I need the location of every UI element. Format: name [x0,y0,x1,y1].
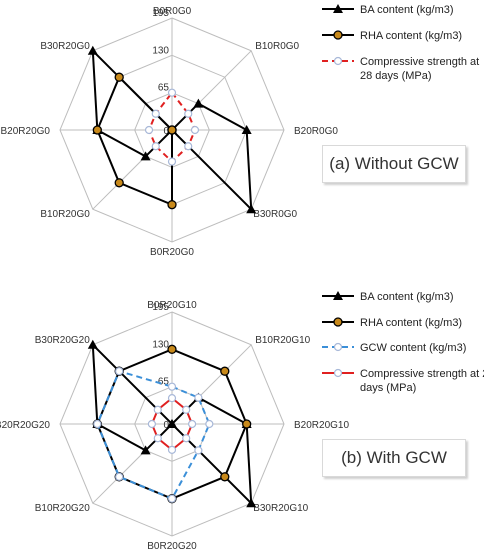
marker-triangle [140,151,151,161]
series-1 [92,72,177,210]
legend-label: 28 days (MPa) [360,70,432,82]
marker-triangle [333,291,343,300]
category-label: B0R20G10 [147,300,197,311]
marker-dot [220,366,230,376]
tick-label: 65 [158,83,170,94]
marker-dot [167,125,177,135]
marker-hollow [147,419,156,429]
caption-without-gcw: (a) Without GCW [322,145,466,183]
category-label: B0R20G20 [147,541,197,550]
marker-hollow [190,125,200,135]
legend-label: RHA content (kg/m3) [360,317,462,329]
category-label: B10R20G20 [35,503,90,514]
tick-label: 0 [163,126,169,137]
marker-hollow [151,109,160,118]
marker-triangle [241,125,252,134]
marker-hollow [167,157,177,166]
category-label: B30R20G0 [40,41,90,52]
marker-hollow [182,434,191,443]
marker-hollow [167,394,177,403]
marker-hollow [184,109,193,118]
marker-hollow [153,405,162,414]
tick-label: 130 [152,339,169,350]
legend-label: GCW content (kg/m3) [360,342,466,354]
marker-dot [167,200,177,210]
marker-dot [242,419,252,429]
marker-hollow [188,419,197,429]
marker-triangle [246,498,257,508]
legend: BA content (kg/m3) RHA content (kg/m3) GCW… [322,291,484,394]
legend-label: BA content (kg/m3) [360,291,454,303]
category-label: B30R0G0 [253,209,297,220]
legend-label: days (MPa) [360,382,416,394]
category-label: B10R0G0 [255,41,299,52]
category-label: B0R20G0 [150,247,194,258]
category-label: B20R20G20 [0,420,50,431]
marker-hollow [115,472,124,481]
marker-hollow [151,142,160,151]
marker-dot [167,344,177,354]
marker-hollow [194,446,203,455]
series-3 [147,394,197,454]
marker-hollow [205,419,214,429]
marker-dot [92,125,102,135]
marker-hollow [167,494,177,503]
category-label: B20R20G0 [1,126,51,137]
marker-hollow [194,393,203,402]
marker-triangle [333,4,343,13]
marker-hollow [167,382,177,391]
marker-hollow [167,88,177,97]
marker-hollow [333,368,343,378]
marker-hollow [144,125,154,135]
marker-triangle [167,419,177,428]
marker-hollow [167,445,177,454]
marker-dot [114,178,124,188]
category-label: B10R20G10 [255,335,310,346]
marker-dot [114,72,124,82]
legend-label: Compressive strength at [360,56,479,68]
series-line [96,369,211,500]
category-label: B30R20G10 [253,503,308,514]
marker-hollow [153,434,162,443]
marker-triangle [87,45,98,55]
tick-label: 130 [152,45,169,56]
series-2 [144,88,200,166]
legend: BA content (kg/m3) RHA content (kg/m3) Com… [322,4,479,82]
marker-hollow [333,56,343,66]
marker-hollow [184,142,193,151]
radar-chart-with-gcw: 0 65 130 195 B0R20G10 B10R20G10 B20R20G10 B30R2… [0,275,484,552]
series-line [96,75,173,207]
tick-label: 65 [158,377,170,388]
marker-dot [333,317,343,327]
marker-triangle [140,445,151,455]
category-label: B20R0G0 [294,126,338,137]
tick-label: 195 [152,8,169,19]
marker-dot [333,30,343,40]
marker-triangle [87,339,98,349]
marker-triangle [246,204,257,214]
series-2 [93,367,214,503]
category-label: B0R0G0 [153,6,192,17]
radar-chart-without-gcw: 0 65 130 195 B0R0G0 B10R0G0 B20R0G0 B30R0G0 B0R2… [0,0,484,275]
marker-hollow [115,367,124,376]
tick-label: 195 [152,302,169,313]
marker-hollow [333,342,343,352]
category-label: B20R20G10 [294,420,349,431]
marker-dot [220,472,230,482]
category-label: B10R20G0 [40,209,90,220]
caption-with-gcw: (b) With GCW [322,439,466,477]
marker-triangle [193,98,204,108]
tick-label: 0 [163,420,169,431]
category-label: B30R20G20 [35,335,90,346]
legend-label: Compressive strength at 28 [360,368,484,380]
legend-label: BA content (kg/m3) [360,4,454,16]
marker-hollow [182,405,191,414]
marker-hollow [93,419,102,429]
legend-label: RHA content (kg/m3) [360,30,462,42]
